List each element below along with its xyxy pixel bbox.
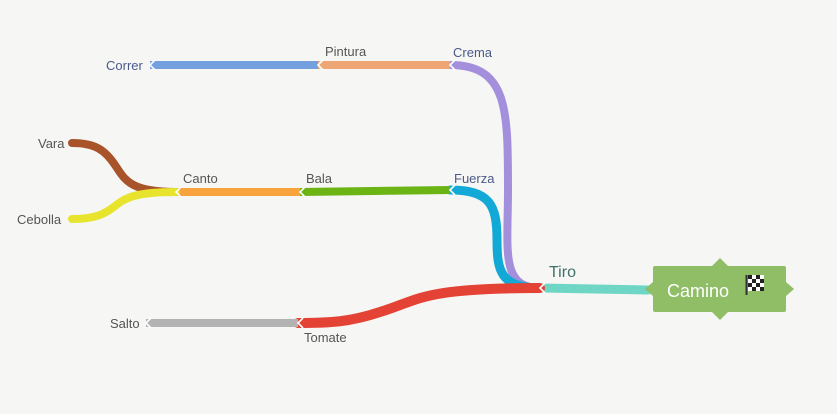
branch-crema[interactable]: [446, 61, 544, 292]
joint-chevron: [174, 186, 182, 198]
flag-cell: [752, 275, 756, 279]
label-pintura[interactable]: Pintura: [325, 44, 367, 59]
joint-chevron: [296, 317, 304, 329]
branch-fuerza[interactable]: [445, 185, 545, 293]
flag-cell: [752, 279, 756, 283]
label-cebolla[interactable]: Cebolla: [17, 212, 62, 227]
root-node-label: Camino: [667, 281, 729, 301]
flag-cell: [756, 283, 760, 287]
branch-tomate[interactable]: [293, 283, 545, 328]
flag-cell: [748, 275, 752, 279]
flag-cell: [752, 283, 756, 287]
branch-joints: [144, 59, 546, 329]
flag-cell: [760, 275, 764, 279]
branch-cebolla[interactable]: [68, 188, 180, 223]
label-tiro[interactable]: Tiro: [549, 264, 576, 281]
flag-cell: [748, 279, 752, 283]
flag-cell: [748, 283, 752, 287]
branch-bala[interactable]: [299, 186, 451, 196]
label-vara[interactable]: Vara: [38, 136, 65, 151]
label-fuerza[interactable]: Fuerza: [454, 171, 495, 186]
flag-cell: [760, 287, 764, 291]
joint-chevron: [316, 59, 324, 71]
label-canto[interactable]: Canto: [183, 171, 218, 186]
flag-cell: [756, 279, 760, 283]
joint-chevron: [144, 317, 152, 329]
flag-cell: [748, 287, 752, 291]
flag-cell: [756, 287, 760, 291]
flag-cell: [760, 283, 764, 287]
label-correr[interactable]: Correr: [106, 58, 144, 73]
joint-chevron: [448, 184, 456, 196]
flag-cell: [760, 279, 764, 283]
branch-tiro[interactable]: [535, 283, 653, 295]
label-tomate[interactable]: Tomate: [304, 330, 347, 345]
flag-cell: [756, 275, 760, 279]
flag-cell: [752, 287, 756, 291]
joint-chevron: [298, 186, 306, 198]
label-bala[interactable]: Bala: [306, 171, 333, 186]
checkered-flag-icon: [745, 275, 764, 295]
joint-chevron: [538, 282, 546, 294]
label-crema[interactable]: Crema: [453, 45, 493, 60]
joint-chevron: [448, 59, 456, 71]
branch-vara[interactable]: [68, 139, 180, 196]
label-salto[interactable]: Salto: [110, 316, 140, 331]
root-node[interactable]: Camino: [645, 258, 794, 320]
joint-chevron: [148, 59, 156, 71]
